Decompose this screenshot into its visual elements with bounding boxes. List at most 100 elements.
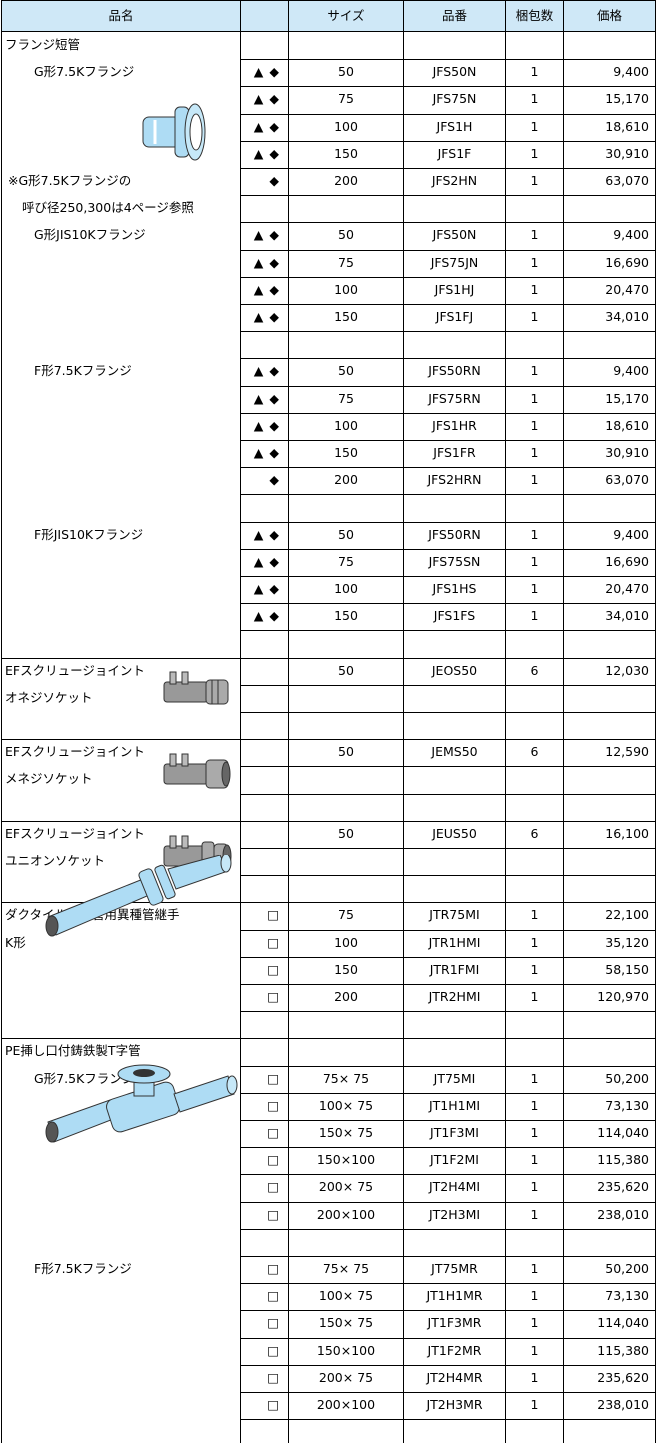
size: 100 xyxy=(289,276,404,305)
mark: ▲ ◆ xyxy=(241,603,289,632)
pack-qty: 1 xyxy=(506,168,564,197)
product-code: JFS1HJ xyxy=(404,276,506,305)
product-name: ※G形7.5Kフランジの xyxy=(1,168,241,197)
header-cell xyxy=(241,0,289,32)
product-code: JFS1F xyxy=(404,140,506,169)
pack-qty: 1 xyxy=(506,276,564,305)
pack-qty: 1 xyxy=(506,1310,564,1339)
t-pipe-image xyxy=(45,1064,238,1143)
mark xyxy=(241,1038,289,1067)
product-code xyxy=(404,712,506,741)
size: 200×100 xyxy=(289,1201,404,1230)
size: 200× 75 xyxy=(289,1174,404,1203)
mark xyxy=(241,793,289,822)
price xyxy=(564,766,656,795)
price: 73,130 xyxy=(564,1283,656,1312)
pack-qty: 1 xyxy=(506,603,564,632)
product-code: JT1F3MR xyxy=(404,1310,506,1339)
size xyxy=(289,1419,404,1443)
price: 238,010 xyxy=(564,1392,656,1421)
price: 63,070 xyxy=(564,467,656,496)
product-name xyxy=(1,1011,241,1040)
mark: □ xyxy=(241,984,289,1013)
pack-qty: 1 xyxy=(506,1147,564,1176)
size: 150 xyxy=(289,140,404,169)
price xyxy=(564,684,656,713)
price: 16,690 xyxy=(564,249,656,278)
pack-qty xyxy=(506,766,564,795)
size xyxy=(289,766,404,795)
price: 12,030 xyxy=(564,657,656,686)
size: 50 xyxy=(289,358,404,387)
header-cell: サイズ xyxy=(289,0,404,32)
mark: □ xyxy=(241,902,289,931)
mark: □ xyxy=(241,1147,289,1176)
price: 114,040 xyxy=(564,1310,656,1339)
price: 20,470 xyxy=(564,576,656,605)
product-code: JFS75JN xyxy=(404,249,506,278)
size: 100× 75 xyxy=(289,1283,404,1312)
price: 34,010 xyxy=(564,603,656,632)
mark xyxy=(241,875,289,904)
pack-qty: 1 xyxy=(506,902,564,931)
price xyxy=(564,1011,656,1040)
mark: □ xyxy=(241,1364,289,1393)
pack-qty xyxy=(506,630,564,659)
product-code xyxy=(404,684,506,713)
product-code xyxy=(404,494,506,523)
pack-qty: 1 xyxy=(506,1283,564,1312)
product-name xyxy=(1,984,241,1013)
product-name xyxy=(1,1228,241,1257)
size: 50 xyxy=(289,521,404,550)
size: 50 xyxy=(289,739,404,768)
product-code: JTR75MI xyxy=(404,902,506,931)
pack-qty: 1 xyxy=(506,548,564,577)
product-name xyxy=(1,412,241,441)
size: 150 xyxy=(289,304,404,333)
product-code: JT1H1MR xyxy=(404,1283,506,1312)
product-name xyxy=(1,440,241,469)
product-code: JEOS50 xyxy=(404,657,506,686)
size xyxy=(289,684,404,713)
pack-qty: 1 xyxy=(506,440,564,469)
pack-qty xyxy=(506,712,564,741)
product-code: JFS50RN xyxy=(404,358,506,387)
pack-qty xyxy=(506,793,564,822)
size: 50 xyxy=(289,820,404,849)
size: 100 xyxy=(289,929,404,958)
size: 150 xyxy=(289,603,404,632)
size: 150×100 xyxy=(289,1337,404,1366)
product-name: F形7.5Kフランジ xyxy=(1,358,241,387)
product-code: JFS75RN xyxy=(404,385,506,414)
pack-qty: 1 xyxy=(506,1392,564,1421)
mark: □ xyxy=(241,929,289,958)
mark: ▲ ◆ xyxy=(241,113,289,142)
mark: ◆ xyxy=(241,168,289,197)
product-name: ユニオンソケット xyxy=(1,848,241,877)
product-code xyxy=(404,793,506,822)
mark: □ xyxy=(241,1310,289,1339)
product-code xyxy=(404,32,506,61)
product-code: JT2H4MR xyxy=(404,1364,506,1393)
product-name xyxy=(1,385,241,414)
product-name xyxy=(1,494,241,523)
price: 115,380 xyxy=(564,1337,656,1366)
pack-qty xyxy=(506,1228,564,1257)
pack-qty: 1 xyxy=(506,59,564,88)
product-name: G形7.5Kフランジ xyxy=(1,1065,241,1094)
product-code: JFS1FR xyxy=(404,440,506,469)
price xyxy=(564,875,656,904)
mark: □ xyxy=(241,1092,289,1121)
product-name xyxy=(1,140,241,169)
mark xyxy=(241,1419,289,1443)
product-code xyxy=(404,1011,506,1040)
product-name xyxy=(1,576,241,605)
pack-qty: 1 xyxy=(506,1065,564,1094)
product-code: JT75MR xyxy=(404,1256,506,1285)
price: 73,130 xyxy=(564,1092,656,1121)
size: 150×100 xyxy=(289,1147,404,1176)
price: 120,970 xyxy=(564,984,656,1013)
mark: □ xyxy=(241,1392,289,1421)
product-code: JFS1HS xyxy=(404,576,506,605)
